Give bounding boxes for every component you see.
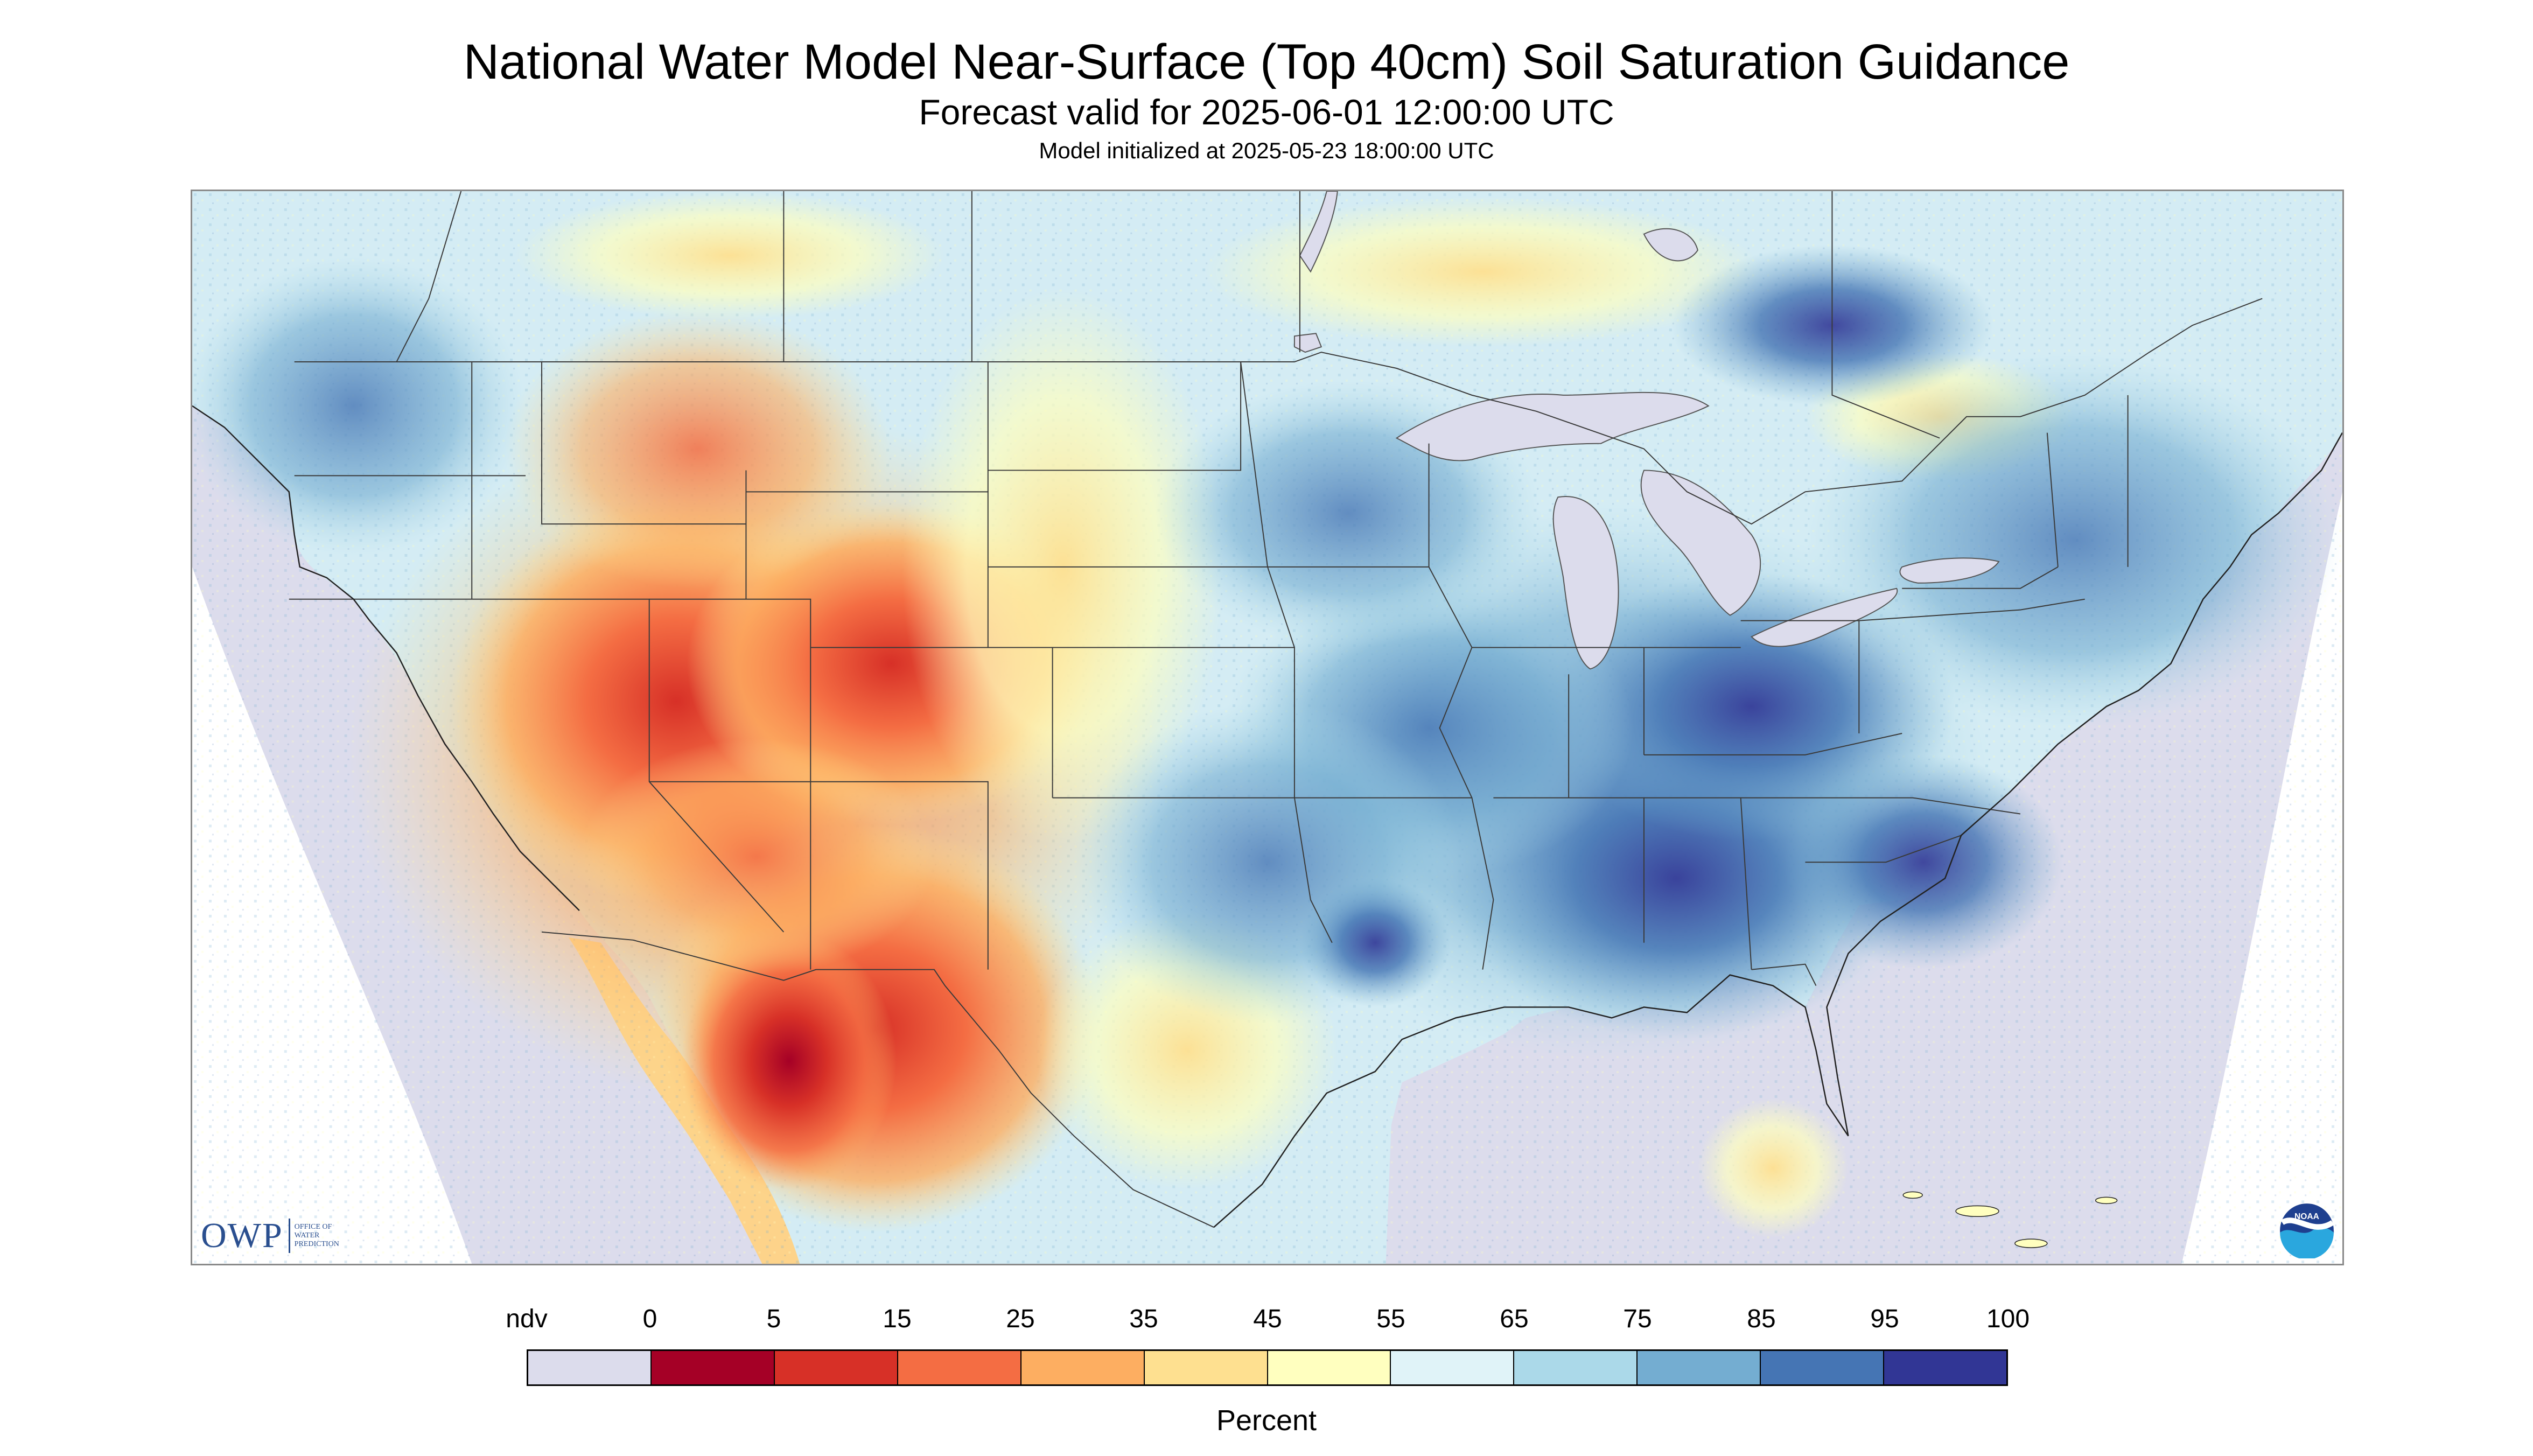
state-line: [649, 598, 811, 782]
legend-swatch: [774, 1351, 898, 1384]
state-line: [541, 362, 746, 525]
owp-logo: OWP OFFICE OF WATER PREDICTION: [201, 1215, 339, 1256]
legend-swatch: [1391, 1351, 1515, 1384]
yellow-canada-west: [515, 191, 945, 320]
dry-montana: [504, 309, 892, 589]
legend-swatch: [1638, 1351, 1761, 1384]
owp-sub-line: WATER: [294, 1231, 320, 1240]
wet-south-texas: [1299, 878, 1451, 1007]
owp-logo-subtext: OFFICE OF WATER PREDICTION: [295, 1223, 339, 1249]
us-mexico-border: [541, 931, 1214, 1228]
island: [1902, 1191, 1923, 1199]
state-line: [1751, 963, 1817, 986]
lake-ontario: [1899, 557, 2000, 584]
gulf-coast: [1213, 974, 1849, 1228]
yellow-canada: [1203, 196, 1762, 347]
legend-tick-label: 15: [883, 1305, 912, 1333]
lake-winnipeg: [1299, 191, 1338, 273]
legend-tick-label: ndv: [506, 1305, 548, 1333]
map-title: National Water Model Near-Surface (Top 4…: [463, 34, 2070, 89]
province-line: [1831, 191, 1940, 439]
state-line: [1740, 620, 1860, 733]
legend-tick-label: 85: [1747, 1305, 1776, 1333]
legend-tick-label: 95: [1870, 1305, 1899, 1333]
coastlines: [192, 405, 2342, 1228]
legend-tick-label: 25: [1006, 1305, 1035, 1333]
noaa-logo: NOAA: [2280, 1203, 2334, 1258]
legend-swatch: [1144, 1351, 1268, 1384]
caribbean-islands: [1902, 1191, 2118, 1248]
owp-sub-line: OFFICE OF: [294, 1223, 332, 1231]
political-borders: [289, 298, 2263, 1228]
great-lakes: [1293, 191, 2000, 670]
legend-tick-label: 45: [1253, 1305, 1282, 1333]
legend-tick-label: 0: [642, 1305, 657, 1333]
lake-michigan: [1552, 496, 1619, 670]
state-line: [649, 781, 989, 970]
state-line: [289, 598, 785, 933]
yellow-florida: [1697, 1098, 1849, 1238]
wet-carolinas: [1783, 754, 2063, 970]
province-line: [396, 191, 462, 362]
lake-erie: [1750, 587, 1898, 647]
state-line: [988, 362, 1242, 471]
wet-pacific-nw: [192, 255, 526, 556]
legend-swatch: [528, 1351, 652, 1384]
legend-swatch: [1268, 1351, 1391, 1384]
legend-swatch: [1761, 1351, 1885, 1384]
wet-northeast: [1805, 352, 2342, 728]
state-line: [1740, 797, 2021, 815]
legend-swatch: [898, 1351, 1021, 1384]
legend-swatch: [1884, 1351, 2007, 1384]
owp-logo-divider: [288, 1219, 290, 1253]
canada-province-borders: [396, 191, 1940, 439]
legend-tick-label: 65: [1500, 1305, 1529, 1333]
legend-color-bar: [527, 1349, 2008, 1386]
state-line: [1902, 566, 2059, 589]
legend-swatch: [1021, 1351, 1145, 1384]
owp-logo-text: OWP: [201, 1216, 283, 1255]
island: [2095, 1196, 2118, 1205]
legend-title: Percent: [1216, 1404, 1317, 1437]
model-init-note: Model initialized at 2025-05-23 18:00:00…: [1039, 138, 1494, 163]
lake-of-the-woods: [1293, 333, 1323, 353]
map-panel: OWP OFFICE OF WATER PREDICTION NOAA: [191, 190, 2344, 1265]
pacific-coast: [192, 405, 580, 911]
lake-huron: [1640, 470, 1761, 616]
state-line: [1805, 835, 1962, 863]
very-dry-mexico: [681, 932, 897, 1190]
soil-saturation-map: [192, 191, 2342, 1264]
state-line: [1294, 797, 1494, 970]
dry-arizona: [579, 738, 934, 975]
state-line: [2046, 432, 2059, 567]
legend-tick-label: 35: [1129, 1305, 1158, 1333]
legend-tick-label: 75: [1623, 1305, 1652, 1333]
lake-superior: [1395, 391, 1710, 461]
legend-tick-label: 55: [1376, 1305, 1405, 1333]
state-line: [1859, 598, 2085, 621]
atlantic-coast: [1826, 432, 2342, 1136]
lake-nipigon: [1643, 228, 1698, 262]
island: [2014, 1238, 2048, 1248]
legend-tick-label: 5: [766, 1305, 781, 1333]
forecast-valid-subtitle: Forecast valid for 2025-06-01 12:00:00 U…: [919, 92, 1614, 132]
owp-sub-line: PREDICTION: [294, 1240, 339, 1248]
state-line: [1643, 732, 1902, 755]
state-line: [1052, 797, 1333, 943]
legend-swatch: [1514, 1351, 1638, 1384]
legend-swatch: [651, 1351, 775, 1384]
noaa-logo-text: NOAA: [2294, 1212, 2319, 1221]
legend-tick-label: 100: [1986, 1305, 2030, 1333]
us-canada-border: [294, 298, 2263, 525]
island: [1955, 1205, 1999, 1217]
